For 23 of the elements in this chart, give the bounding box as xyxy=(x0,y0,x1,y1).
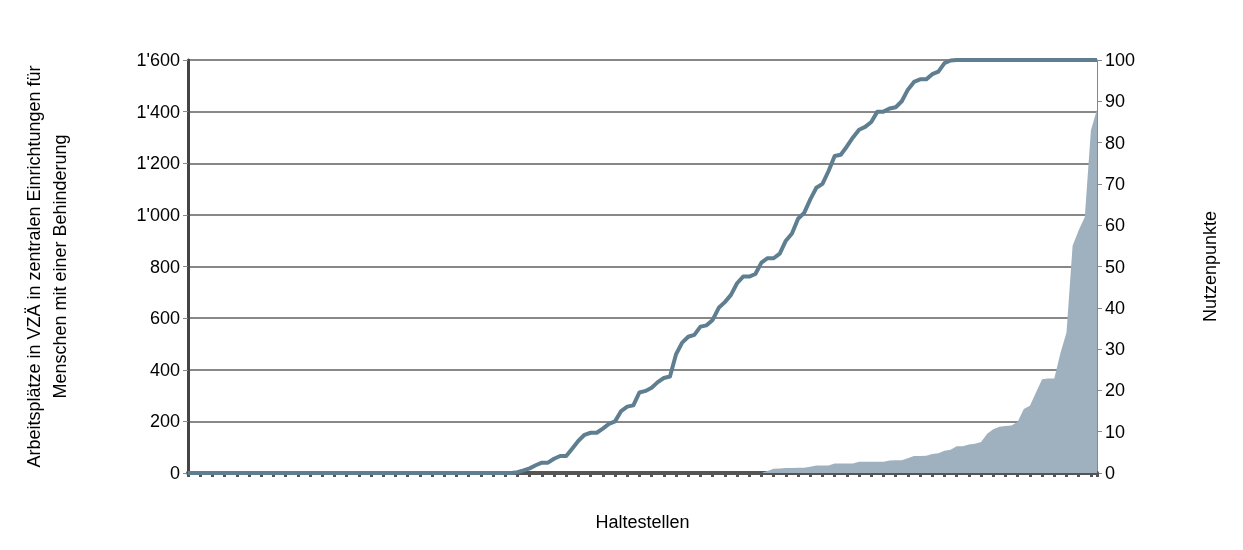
y2-tick-label: 90 xyxy=(1105,91,1126,112)
y2-tick-label: 30 xyxy=(1105,339,1126,360)
y-tick-label: 1'600 xyxy=(136,50,180,70)
y-tick-label: 0 xyxy=(169,463,180,483)
y-tick-label: 200 xyxy=(149,411,180,432)
y-tick-label: 400 xyxy=(149,359,180,380)
y-tick-label: 1'000 xyxy=(136,204,180,225)
y-tick-label: 600 xyxy=(149,308,180,329)
y2-tick-label: 10 xyxy=(1105,421,1126,442)
y2-tick-label: 80 xyxy=(1105,132,1126,153)
y-axis-title: Arbeitsplätze in VZÄ in zentralen Einrichtungen für Menschen mit einer Behinderung xyxy=(24,65,70,468)
y-tick-label: 1'200 xyxy=(136,153,180,174)
y2-tick-label: 70 xyxy=(1105,173,1126,194)
y2-tick-label: 50 xyxy=(1105,256,1126,277)
y2-tick-label: 20 xyxy=(1105,380,1126,401)
y-tick-label: 1'400 xyxy=(136,101,180,122)
x-axis-title: Haltestellen xyxy=(595,512,690,532)
y2-tick-label: 100 xyxy=(1105,50,1136,70)
y2-tick-label: 40 xyxy=(1105,297,1126,318)
y-tick-label: 800 xyxy=(149,256,180,277)
y2-tick-label: 60 xyxy=(1105,215,1126,236)
y2-axis-title: Nutzenpunkte xyxy=(1200,210,1220,323)
y2-tick-label: 0 xyxy=(1105,463,1116,483)
